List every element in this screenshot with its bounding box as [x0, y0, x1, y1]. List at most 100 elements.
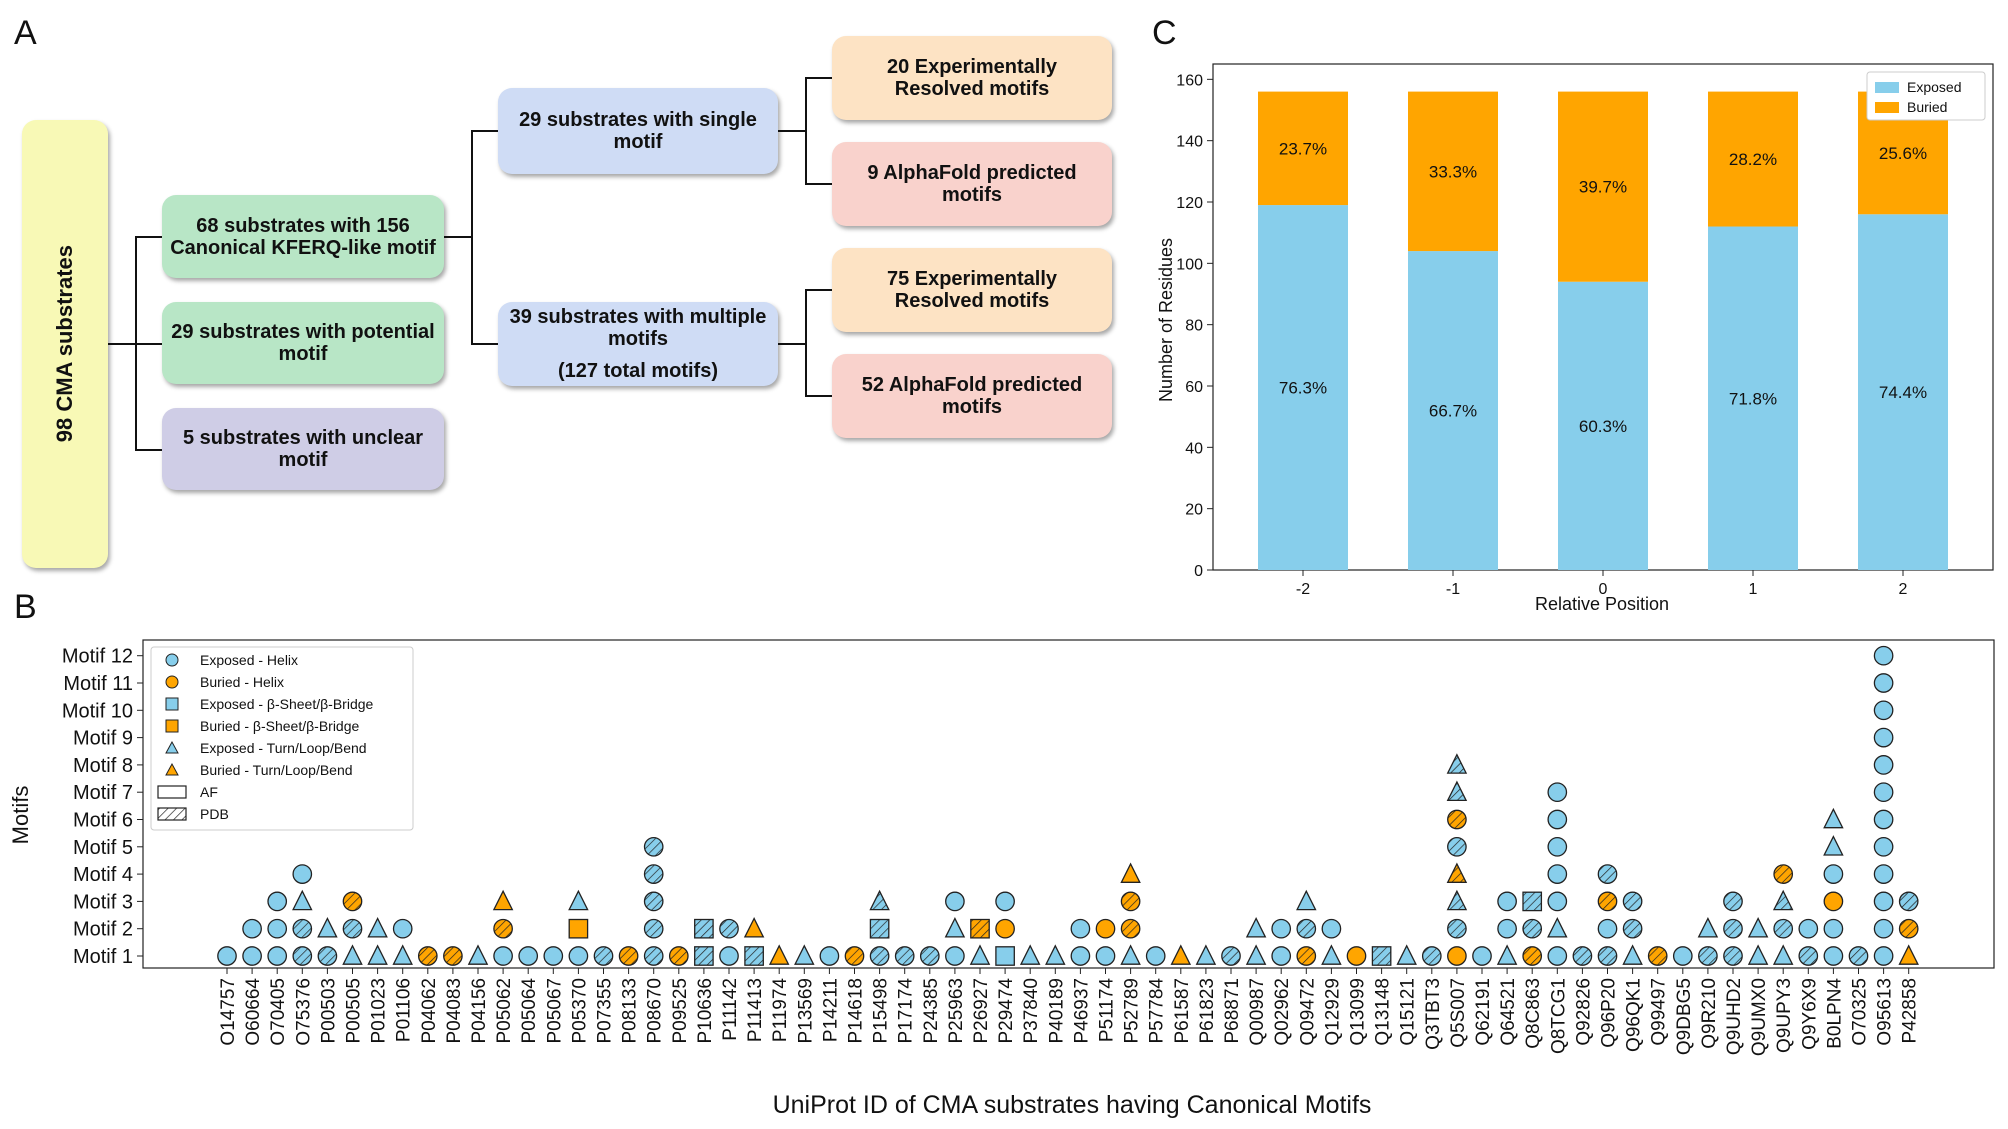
- exposed-sheet-pdb-marker: [869, 918, 890, 939]
- bar-exposed: [1858, 214, 1948, 570]
- motif-legend-box: [150, 646, 414, 831]
- exposed-sheet-af-marker: [995, 946, 1015, 966]
- buried-turn-af-marker: [1898, 944, 1919, 965]
- exposed-helix-af-marker: [267, 891, 288, 912]
- motif-y-tick-label: Motif 11: [63, 673, 133, 695]
- hatch-overlay: [493, 919, 513, 938]
- protein-column: [292, 864, 313, 966]
- protein-id-label: Q12929: [1322, 978, 1343, 1046]
- exposed-helix-pdb-marker: [1597, 946, 1618, 966]
- buried-turn-af-marker: [743, 917, 765, 938]
- exposed-helix-af-marker: [518, 946, 539, 966]
- bar-data-label: 25.6%: [1879, 144, 1927, 163]
- hatch-overlay: [845, 946, 864, 966]
- exposed-turn-pdb-marker: [1446, 780, 1468, 802]
- protein-column: [919, 946, 940, 966]
- protein-id-label: P40189: [1046, 978, 1067, 1044]
- protein-column: [1772, 864, 1794, 965]
- exposed-helix-pdb-marker: [643, 918, 664, 939]
- buried-turn-af-marker: [492, 889, 514, 911]
- protein-id-label: P25963: [946, 978, 967, 1044]
- exposed-turn-af-marker: [1823, 835, 1844, 856]
- legend-circle-marker: [165, 675, 179, 689]
- exposed-sheet-pdb-marker: [1522, 891, 1543, 912]
- x-tick-label: 1: [1749, 581, 1758, 598]
- hatch-overlay: [895, 946, 914, 966]
- exposed-turn-af-marker: [969, 944, 991, 965]
- protein-column: [743, 917, 765, 966]
- protein-column: [317, 917, 338, 966]
- x-tick-label: -1: [1446, 581, 1460, 598]
- exposed-turn-af-marker: [1195, 944, 1217, 965]
- protein-column: [1070, 918, 1091, 966]
- buried-helix-pdb-marker: [844, 946, 865, 966]
- protein-id-label: Q13148: [1373, 978, 1394, 1046]
- exposed-turn-af-marker: [342, 944, 363, 965]
- hatch-overlay: [744, 946, 764, 966]
- buried-helix-pdb-marker: [1120, 891, 1141, 912]
- hatch-overlay: [1899, 919, 1918, 938]
- bar-exposed: [1258, 205, 1348, 571]
- hatch-overlay: [1422, 946, 1442, 966]
- hatch-overlay: [644, 892, 663, 911]
- y-tick-label: 160: [1176, 72, 1203, 89]
- protein-id-label: P26927: [971, 978, 992, 1044]
- exposed-turn-af-marker: [1396, 944, 1417, 965]
- multi-exp-node: 75 Experimentally Resolved motifs: [832, 248, 1112, 332]
- protein-column: [719, 918, 739, 966]
- exposed-helix-af-marker: [242, 946, 262, 966]
- exposed-helix-pdb-marker: [894, 946, 915, 966]
- protein-column: [1396, 944, 1417, 965]
- exposed-helix-pdb-marker: [1898, 891, 1919, 912]
- exposed-helix-pdb-marker: [643, 836, 664, 857]
- protein-column: [568, 889, 589, 966]
- exposed-helix-af-marker: [1873, 891, 1894, 912]
- single-af-node: 9 AlphaFold predicted motifs: [832, 142, 1112, 226]
- bar-buried: [1558, 91, 1648, 282]
- motif-y-tick-label: Motif 12: [62, 646, 133, 668]
- hatch-overlay: [1447, 837, 1467, 856]
- x-tick-label: -2: [1296, 581, 1310, 598]
- protein-column: [1873, 645, 1894, 966]
- exposed-helix-af-marker: [267, 918, 288, 939]
- exposed-turn-af-marker: [292, 889, 313, 911]
- hatch-overlay: [1221, 946, 1241, 966]
- bar-data-label: 60.3%: [1579, 417, 1627, 436]
- exposed-helix-af-marker: [1095, 946, 1116, 966]
- exposed-turn-af-marker: [1747, 944, 1769, 965]
- connector: [805, 289, 832, 291]
- protein-column: [242, 918, 262, 966]
- connector: [135, 449, 162, 451]
- exposed-helix-pdb-marker: [643, 946, 664, 966]
- exposed-helix-pdb-marker: [292, 946, 313, 966]
- protein-column: [1848, 946, 1869, 966]
- pdb-swatch: [157, 807, 187, 821]
- protein-id-label: P11142: [720, 978, 741, 1041]
- motif-y-tick-label: Motif 4: [73, 864, 133, 886]
- protein-column: [392, 918, 413, 965]
- y-tick-label: 0: [1194, 563, 1203, 580]
- protein-id-label: P29474: [996, 978, 1017, 1044]
- hatch-overlay: [1598, 864, 1617, 884]
- exposed-helix-af-marker: [1271, 946, 1292, 966]
- exposed-helix-af-marker: [1873, 727, 1894, 748]
- protein-column: [443, 946, 463, 966]
- protein-id-label: Q62191: [1473, 978, 1494, 1046]
- exposed-turn-pdb-marker: [1446, 889, 1468, 911]
- hatch-overlay: [1447, 782, 1467, 801]
- motif-y-tick-label: Motif 5: [73, 837, 133, 859]
- multiple-node-line1: 39 substrates with multiple motifs: [509, 306, 767, 350]
- motif-legend-label: Buried - Turn/Loop/Bend: [200, 762, 353, 778]
- protein-id-label: P14618: [846, 978, 867, 1044]
- exposed-turn-af-marker: [944, 917, 966, 938]
- bar-buried: [1258, 91, 1348, 206]
- motif-x-axis-label: UniProt ID of CMA substrates having Cano…: [773, 1091, 1372, 1119]
- exposed-turn-af-marker: [1120, 944, 1141, 965]
- motif-y-tick-label: Motif 9: [73, 728, 133, 750]
- legend-square-marker: [165, 719, 179, 733]
- multiple-node-line2: (127 total motifs): [557, 360, 719, 382]
- buried-helix-af-marker: [1095, 918, 1116, 939]
- panel-label-a: A: [14, 14, 37, 52]
- buried-sheet-pdb-marker: [970, 918, 990, 939]
- protein-id-label: P51174: [1097, 978, 1118, 1043]
